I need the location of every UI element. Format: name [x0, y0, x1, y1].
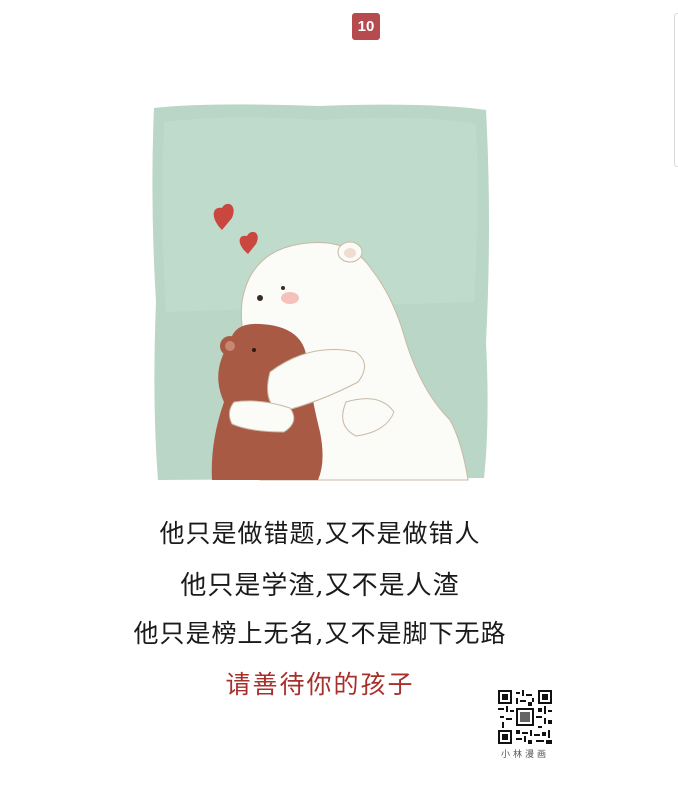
caption-line-4: 请善待你的孩子 — [225, 670, 415, 699]
caption-line-3: 他只是榜上无名,又不是脚下无路 — [133, 619, 507, 648]
side-panel-edge[interactable] — [674, 13, 678, 167]
brand-label: 小林漫画 — [500, 750, 549, 760]
caption-line-2: 他只是学渣,又不是人渣 — [180, 571, 460, 601]
caption-line-1: 他只是做错题,又不是做错人 — [159, 519, 481, 548]
bears-hug-illustration — [152, 104, 489, 481]
heart-icon — [213, 203, 234, 230]
heart-icon — [239, 231, 258, 254]
page-number-badge: 10 — [352, 13, 380, 40]
qr-code-icon[interactable] — [498, 690, 552, 744]
